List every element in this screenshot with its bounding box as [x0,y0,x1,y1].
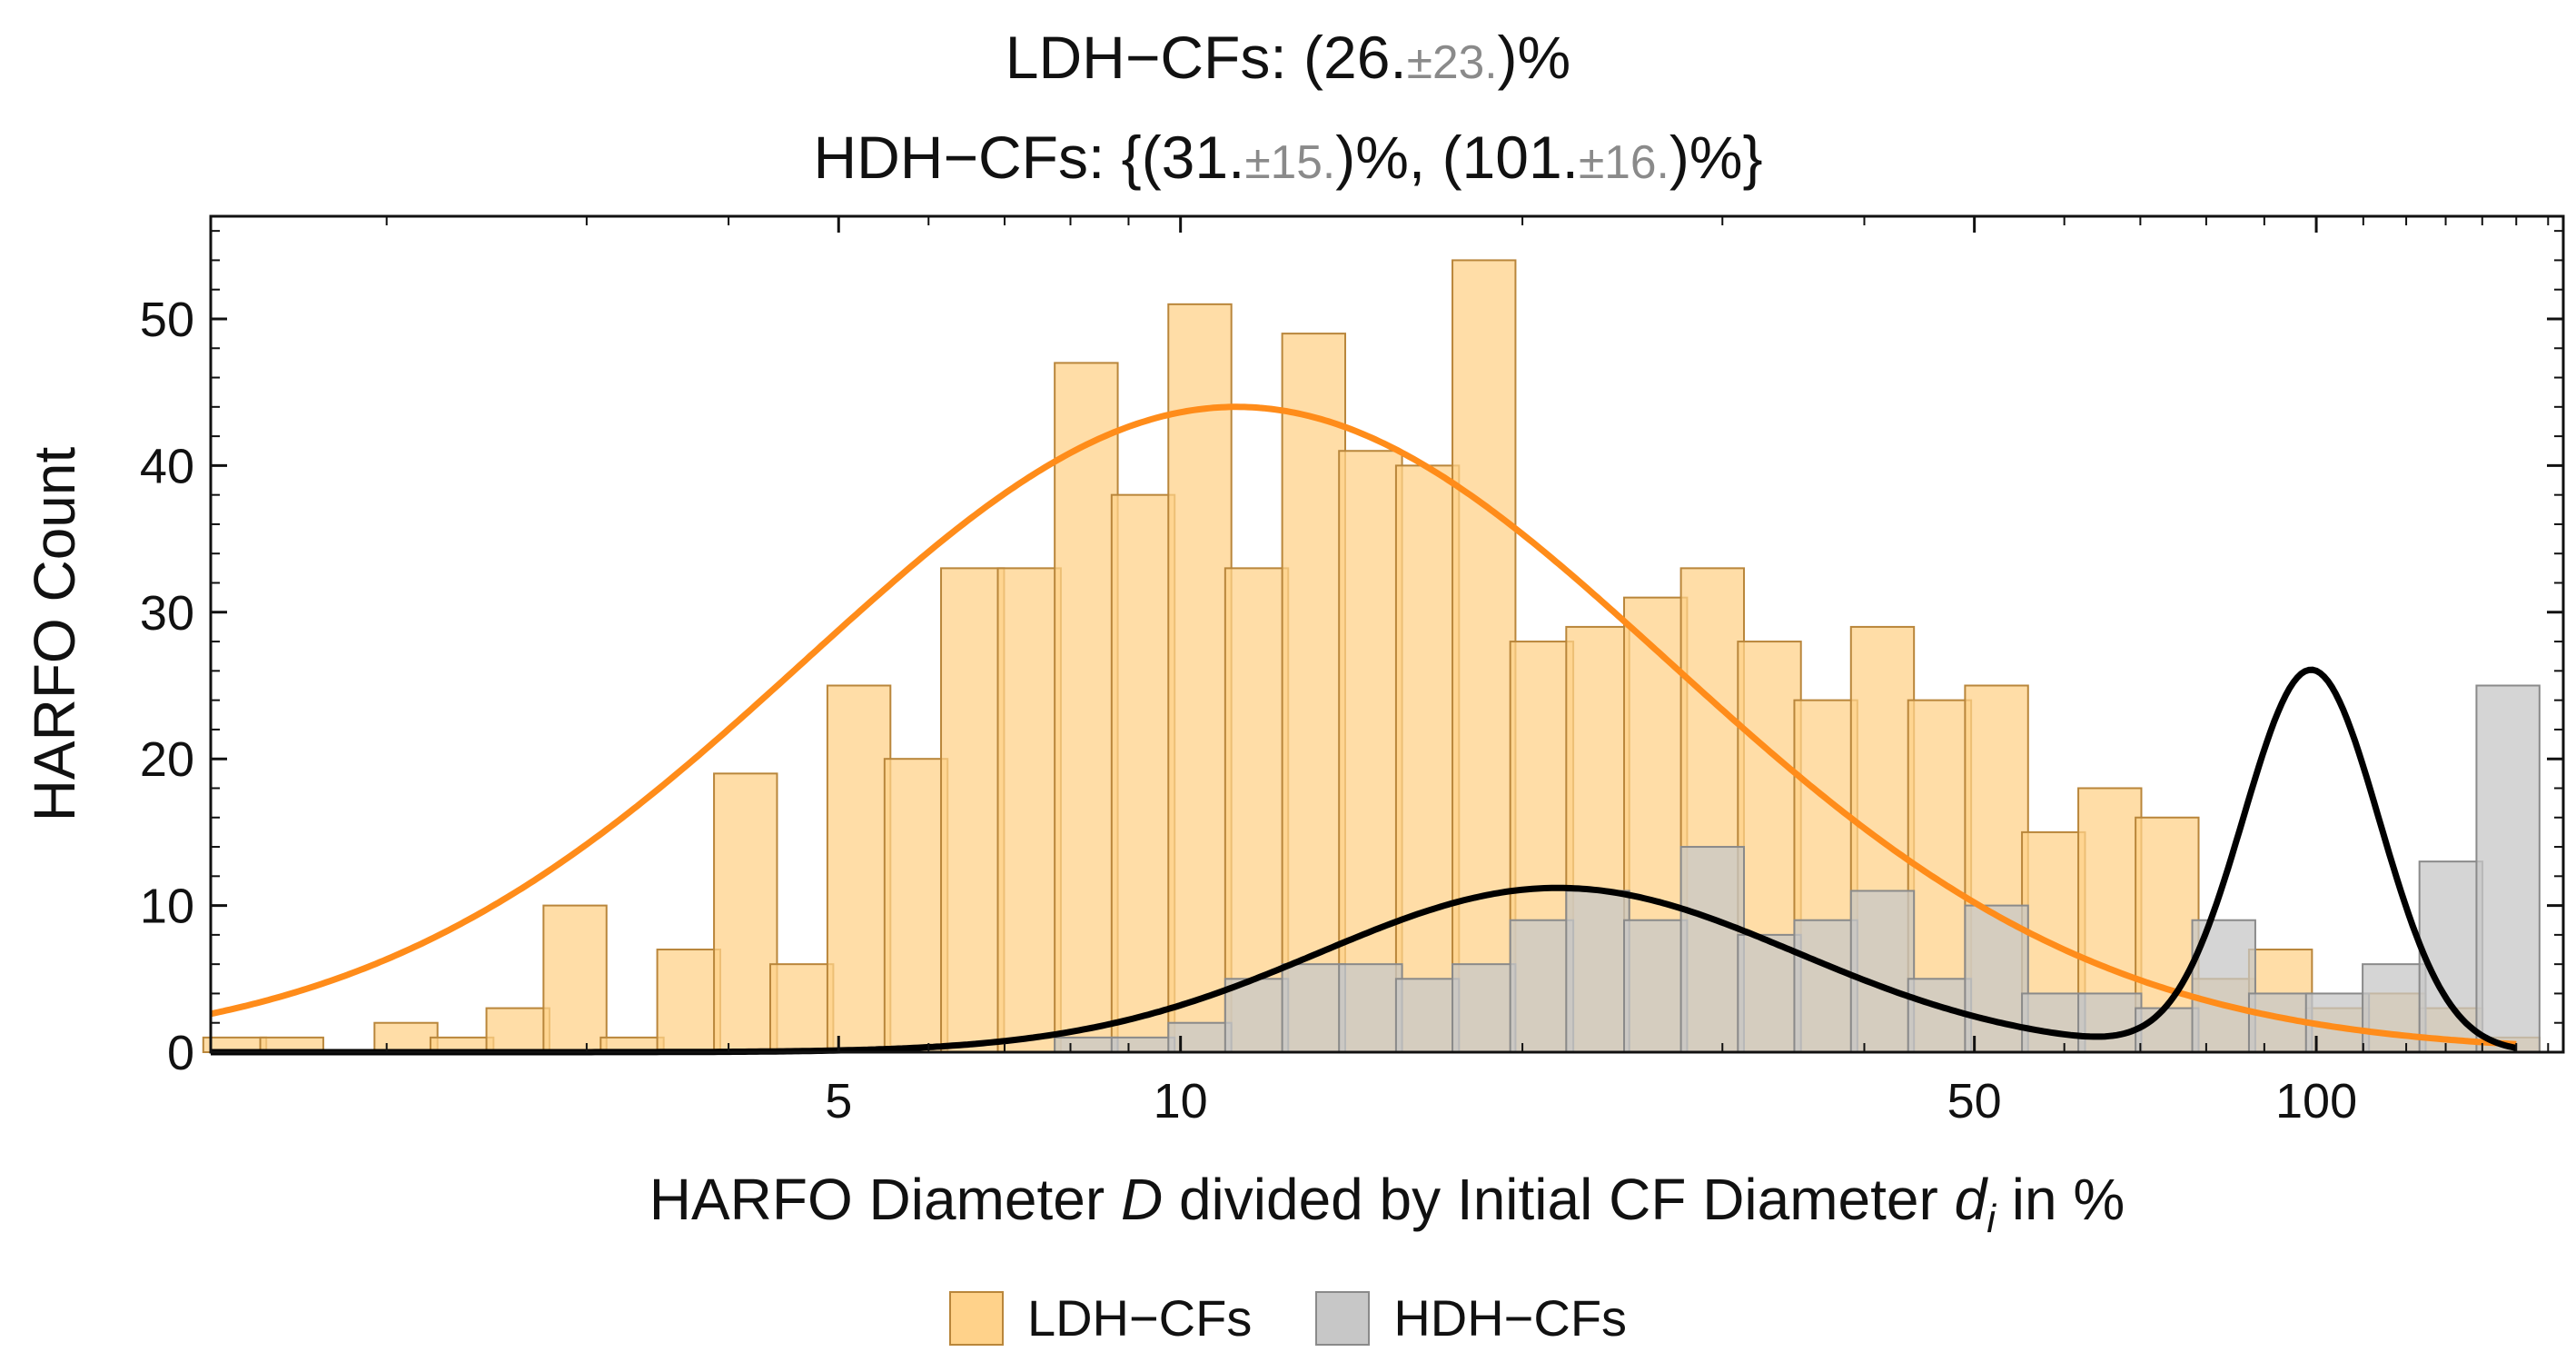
title-hdh-text: HDH−CFs: {(31. [813,124,1245,191]
title-hdh-middle: )%, (101. [1335,124,1580,191]
hdh-bar [1110,1036,1176,1053]
hdh-bar [1451,963,1517,1053]
legend: LDH−CFs HDH−CFs [0,1288,2576,1347]
hdh-bar [1623,919,1689,1053]
ldh-bar [883,758,949,1053]
y-tick-label: 20 [140,732,194,787]
legend-swatch-hdh [1315,1290,1371,1346]
hdh-bar [1793,919,1858,1053]
title-ldh-suffix: )% [1497,24,1571,91]
y-tick-label: 0 [167,1026,194,1080]
ldh-bar [826,684,892,1053]
legend-swatch-ldh [948,1290,1004,1346]
hdh-bar [2475,684,2541,1053]
ldh-bar [713,772,778,1053]
legend-item-hdh: HDH−CFs [1315,1288,1627,1347]
ldh-fit-curve [210,403,2517,1048]
hdh-bar [1167,1021,1233,1053]
title-hdh-suffix: )%} [1669,124,1763,191]
ldh-bar [940,567,1006,1053]
hdh-bar [1054,1036,1119,1053]
hdh-bar [1281,963,1347,1053]
hdh-bar [2021,992,2086,1053]
hdh-bars [1054,684,2541,1054]
plot-frame [209,214,2565,1054]
y-tick-label: 40 [140,439,194,493]
y-tick-label: 30 [140,586,194,641]
legend-label-hdh: HDH−CFs [1393,1289,1628,1347]
hdh-bar [1737,933,1802,1053]
axis-ticks: 5 10 50 100 0 10 20 30 40 50 [140,216,2563,1128]
ldh-bar [1054,362,1119,1053]
y-axis-label: HARFO Count [22,447,87,822]
title-ldh-text: LDH−CFs: (26. [1005,24,1407,91]
ldh-bar [485,1007,550,1054]
x-tick-label: 10 [1154,1074,1208,1128]
title-ldh-uncertainty: ±23. [1406,35,1498,88]
title-hdh-uncertainty-1: ±15. [1244,135,1336,188]
hdh-bar [1565,890,1630,1053]
ldh-bar [1451,259,1517,1053]
legend-item-ldh: LDH−CFs [948,1288,1253,1347]
ldh-bar [996,567,1062,1053]
y-tick-label: 50 [140,293,194,347]
y-tick-label: 10 [140,880,194,934]
x-tick-label: 5 [825,1074,852,1128]
ldh-bar [1338,450,1403,1053]
ldh-bar [768,963,835,1053]
ldh-bar [373,1021,439,1053]
ldh-bar [1281,333,1347,1053]
ldh-bar [1167,303,1233,1053]
x-axis-label: HARFO Diameter D divided by Initial CF D… [649,1167,2125,1241]
x-tick-label: 50 [1947,1074,2002,1128]
hdh-bar [1509,919,1575,1053]
hdh-bar [1338,963,1403,1053]
ldh-bar [1110,493,1176,1053]
hdh-bar [2077,992,2143,1053]
hdh-bar [2418,860,2484,1053]
x-tick-label: 100 [2275,1074,2357,1128]
legend-label-ldh: LDH−CFs [1026,1289,1253,1347]
title-hdh-uncertainty-2: ±16. [1579,135,1669,188]
chart-title-ldh: LDH−CFs: (26.±23.)% [0,27,2576,87]
hdh-bar [1394,978,1461,1053]
ldh-bar [656,949,721,1054]
ldh-bar [1394,464,1461,1053]
hdh-bar [1849,890,1916,1053]
chart-title-hdh: HDH−CFs: {(31.±15.)%, (101.±16.)%} [0,127,2576,187]
hdh-bar [1679,846,1745,1053]
ldh-bar [542,904,608,1053]
hdh-bar [2135,1007,2200,1054]
